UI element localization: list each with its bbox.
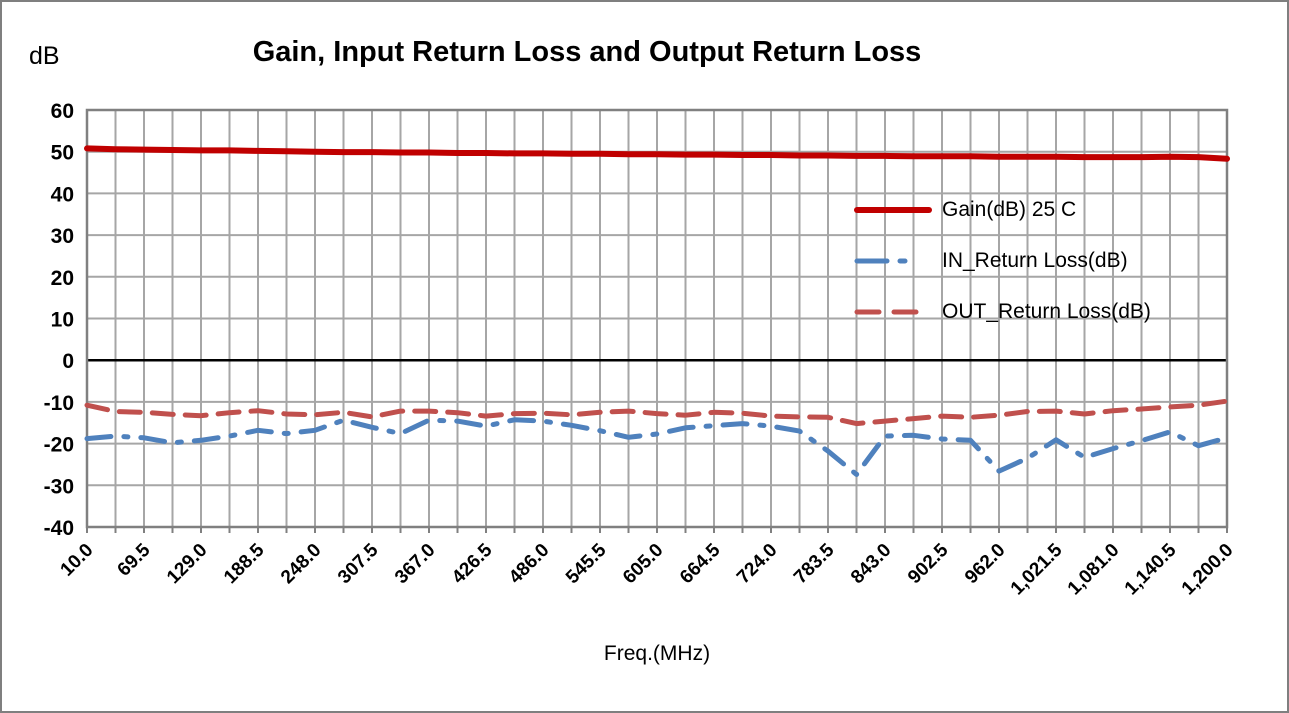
- x-tick-label: 783.5: [790, 539, 839, 588]
- legend-marker-in-return-loss-line: [854, 258, 932, 263]
- x-tick-label: 307.5: [334, 539, 383, 588]
- series-line-gain: [84, 145, 1230, 162]
- legend-item: Gain(dB) 25 C: [854, 184, 1151, 235]
- legend-label-gain: Gain(dB) 25 C: [942, 197, 1077, 221]
- y-tick-label: -20: [44, 434, 74, 457]
- plot-border: [85, 108, 1229, 529]
- x-tick-label: 902.5: [904, 539, 953, 588]
- x-tick-label: 605.0: [619, 540, 667, 588]
- legend: Gain(dB) 25 C IN_Return Loss(dB) OUT_Ret…: [854, 184, 1151, 337]
- y-tick-label: 30: [51, 225, 74, 248]
- x-tick-label: 664.5: [676, 539, 725, 588]
- series-line-in-return-loss: [84, 417, 1230, 477]
- legend-label-out-return-loss: OUT_Return Loss(dB): [942, 299, 1151, 323]
- x-tick-label: 10.0: [57, 540, 98, 581]
- y-tick-label: 10: [51, 309, 74, 332]
- y-tick-label: 40: [51, 183, 74, 206]
- x-tick-label: 426.5: [448, 539, 497, 588]
- legend-item: IN_Return Loss(dB): [854, 235, 1151, 286]
- x-tick-label: 962.0: [961, 540, 1009, 588]
- x-tick-label: 188.5: [220, 539, 269, 588]
- y-tick-label: -30: [44, 475, 74, 498]
- chart-title: Gain, Input Return Loss and Output Retur…: [252, 36, 922, 68]
- x-tick-label: 1,200.0: [1178, 540, 1238, 600]
- y-tick-label: -10: [44, 392, 74, 415]
- x-tick-label: 1,021.5: [1007, 539, 1067, 599]
- x-tick-label: 843.0: [847, 540, 895, 588]
- series-line-out-return-loss: [84, 398, 1230, 427]
- y-tick-label: -40: [44, 517, 74, 540]
- legend-item: OUT_Return Loss(dB): [854, 286, 1151, 337]
- y-tick-label: 60: [51, 100, 74, 123]
- x-tick-label: 486.0: [505, 540, 553, 588]
- x-tick-label: 69.5: [114, 539, 155, 580]
- y-tick-label: 50: [51, 142, 74, 165]
- x-tick-label: 1,081.0: [1064, 540, 1124, 600]
- legend-marker-gain-line: [854, 206, 932, 213]
- y-axis-unit-label: dB: [29, 42, 60, 70]
- x-tick-label: 545.5: [562, 539, 611, 588]
- x-tick-label: 248.0: [277, 540, 325, 588]
- legend-label-in-return-loss: IN_Return Loss(dB): [942, 248, 1128, 272]
- x-axis-title: Freq.(MHz): [603, 642, 711, 665]
- x-tick-label: 724.0: [733, 540, 781, 588]
- y-tick-label: 0: [62, 350, 74, 373]
- y-tick-label: 20: [51, 267, 74, 290]
- x-tick-label: 1,140.5: [1121, 539, 1181, 599]
- legend-marker-out-return-loss-line: [854, 309, 932, 314]
- x-tick-label: 367.0: [391, 540, 439, 588]
- x-tick-label: 129.0: [163, 540, 211, 588]
